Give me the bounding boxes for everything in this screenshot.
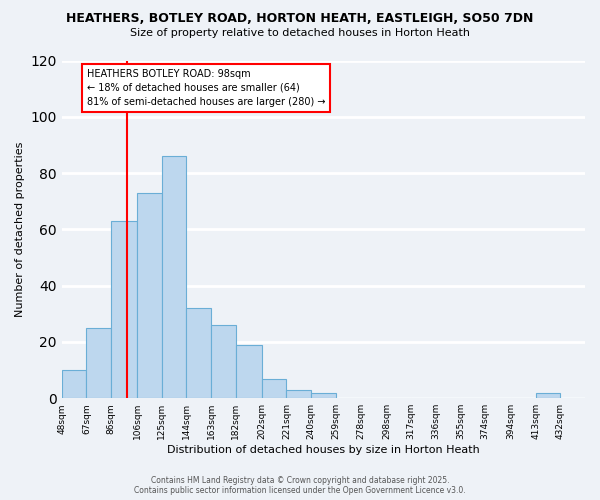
Bar	[262, 378, 286, 398]
Bar	[62, 370, 86, 398]
Bar	[111, 221, 137, 398]
Text: Contains HM Land Registry data © Crown copyright and database right 2025.
Contai: Contains HM Land Registry data © Crown c…	[134, 476, 466, 495]
X-axis label: Distribution of detached houses by size in Horton Heath: Distribution of detached houses by size …	[167, 445, 480, 455]
Y-axis label: Number of detached properties: Number of detached properties	[15, 142, 25, 317]
Bar	[236, 344, 262, 398]
Bar	[86, 328, 111, 398]
Bar	[536, 392, 560, 398]
Text: HEATHERS BOTLEY ROAD: 98sqm
← 18% of detached houses are smaller (64)
81% of sem: HEATHERS BOTLEY ROAD: 98sqm ← 18% of det…	[87, 69, 326, 107]
Text: Size of property relative to detached houses in Horton Heath: Size of property relative to detached ho…	[130, 28, 470, 38]
Bar	[311, 392, 336, 398]
Bar	[211, 325, 236, 398]
Bar	[162, 156, 187, 398]
Bar	[286, 390, 311, 398]
Bar	[137, 193, 162, 398]
Text: HEATHERS, BOTLEY ROAD, HORTON HEATH, EASTLEIGH, SO50 7DN: HEATHERS, BOTLEY ROAD, HORTON HEATH, EAS…	[67, 12, 533, 26]
Bar	[187, 308, 211, 398]
